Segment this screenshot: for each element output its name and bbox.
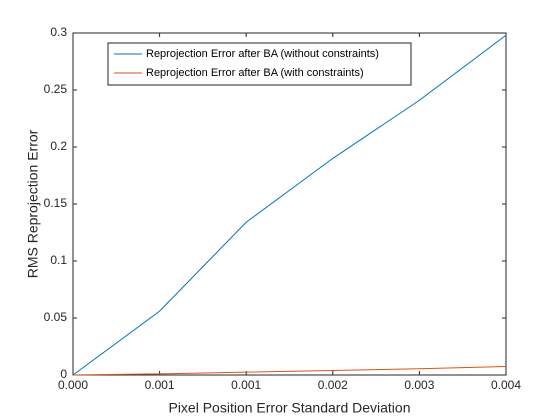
y-tick-label: 0.3: [50, 25, 67, 39]
legend-label: Reprojection Error after BA (without con…: [146, 48, 379, 60]
data-line: [72, 34, 507, 376]
x-tick-label: 0.003: [404, 378, 434, 392]
legend-label: Reprojection Error after BA (with constr…: [146, 67, 364, 79]
y-tick-label: 0.25: [44, 82, 68, 96]
x-tick-label: 0.000: [58, 378, 88, 392]
y-axis-label: RMS Reprojection Error: [25, 129, 41, 278]
x-tick-label: 0.001: [145, 378, 175, 392]
y-tick-label: 0.1: [50, 253, 67, 267]
y-tick-label: 0.05: [44, 310, 68, 324]
data-line: [72, 365, 507, 376]
y-tick-label: 0.2: [50, 139, 67, 153]
x-tick-label: 0.001: [231, 378, 261, 392]
x-tick-label: 0.002: [318, 378, 348, 392]
x-tick-label: 0.004: [491, 378, 521, 392]
y-tick-label: 0: [60, 367, 67, 381]
legend-box: [107, 42, 412, 86]
x-axis-label: Pixel Position Error Standard Deviation: [168, 400, 410, 416]
y-tick-label: 0.15: [44, 196, 68, 210]
